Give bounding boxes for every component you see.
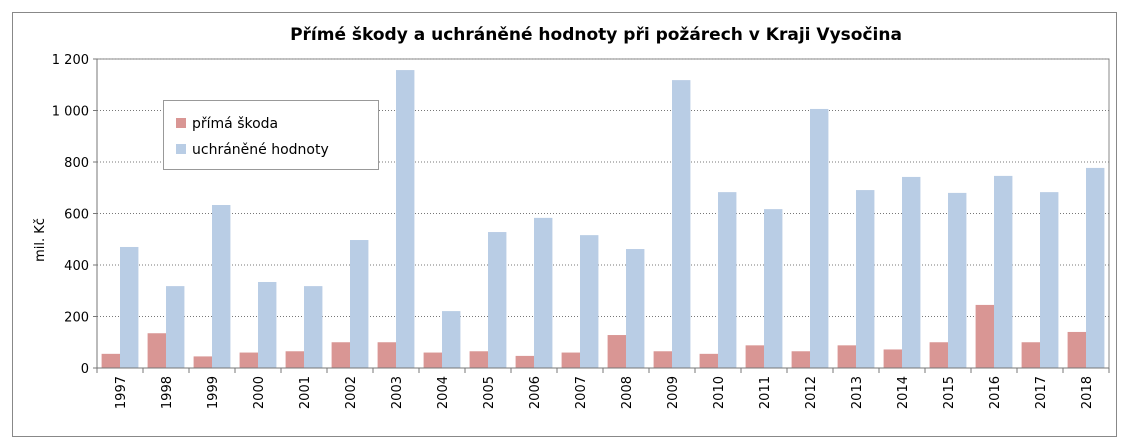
bar [929,342,948,368]
bar [883,349,902,368]
bar [791,351,810,368]
x-tick-label: 2002 [344,376,359,409]
bar [239,352,258,368]
y-axis-label: mil. Kč [33,218,48,262]
x-tick-label: 2013 [850,376,865,409]
legend-label: přímá škoda [192,116,278,132]
x-tick-label: 1999 [206,376,221,409]
x-tick-label: 2007 [574,376,589,409]
y-tick-label: 600 [64,208,89,223]
x-tick-label: 2017 [1034,376,1049,409]
y-tick-label: 0 [81,362,89,377]
bar [837,345,856,368]
bar [101,353,120,368]
bar [718,192,737,368]
bar [120,246,139,368]
bar [488,232,507,368]
x-tick-label: 2009 [666,376,681,409]
bar [147,333,166,368]
bar [377,342,396,368]
bar [350,240,369,368]
x-tick-label: 2018 [1080,376,1095,409]
bar [423,352,442,368]
legend-box [163,100,379,170]
bar [469,351,488,368]
x-tick-label: 1997 [114,376,129,409]
x-tick-label: 2000 [252,376,267,409]
bar [902,176,921,368]
legend-swatch [176,118,186,128]
y-tick-label: 200 [64,311,89,326]
bar [626,249,645,368]
legend-label: uchráněné hodnoty [192,142,329,158]
bar [580,235,599,368]
bar [1086,167,1105,368]
bar [810,108,829,368]
y-tick-label: 800 [64,156,89,171]
x-tick-label: 2014 [896,376,911,409]
bar [653,351,672,368]
x-tick-label: 2006 [528,376,543,409]
bar [672,80,691,369]
bar [212,205,231,368]
bar [534,217,553,368]
x-tick-label: 2010 [712,376,727,409]
x-tick-label: 2011 [758,376,773,409]
x-tick-label: 2004 [436,376,451,409]
bar [1021,342,1040,368]
x-tick-label: 2005 [482,376,497,409]
bar [607,335,626,368]
x-tick-label: 2003 [390,376,405,409]
x-tick-label: 2012 [804,376,819,409]
x-tick-label: 2016 [988,376,1003,409]
x-tick-label: 2001 [298,376,313,409]
legend-swatch [176,144,186,154]
bar [745,345,764,368]
x-tick-label: 2008 [620,376,635,409]
bar [994,175,1013,368]
bar [1040,192,1059,368]
bar [948,192,967,368]
y-tick-label: 400 [64,259,89,274]
bar [699,353,718,368]
bar [396,70,415,368]
bar [764,209,783,368]
x-tick-label: 2015 [942,376,957,409]
bar [1067,331,1086,368]
y-tick-label: 1 200 [52,53,89,68]
bar [515,355,534,368]
bar [975,304,994,368]
y-tick-label: 1 000 [52,105,89,120]
bar [561,352,580,368]
bar [442,311,461,368]
bar [285,351,304,368]
bar [856,190,875,368]
bar [331,342,350,368]
x-tick-label: 1998 [160,376,175,409]
bar [258,281,277,368]
bar [193,356,212,368]
bar [304,286,323,368]
bar [166,286,185,368]
chart-title: Přímé škody a uchráněné hodnoty při požá… [290,25,902,45]
